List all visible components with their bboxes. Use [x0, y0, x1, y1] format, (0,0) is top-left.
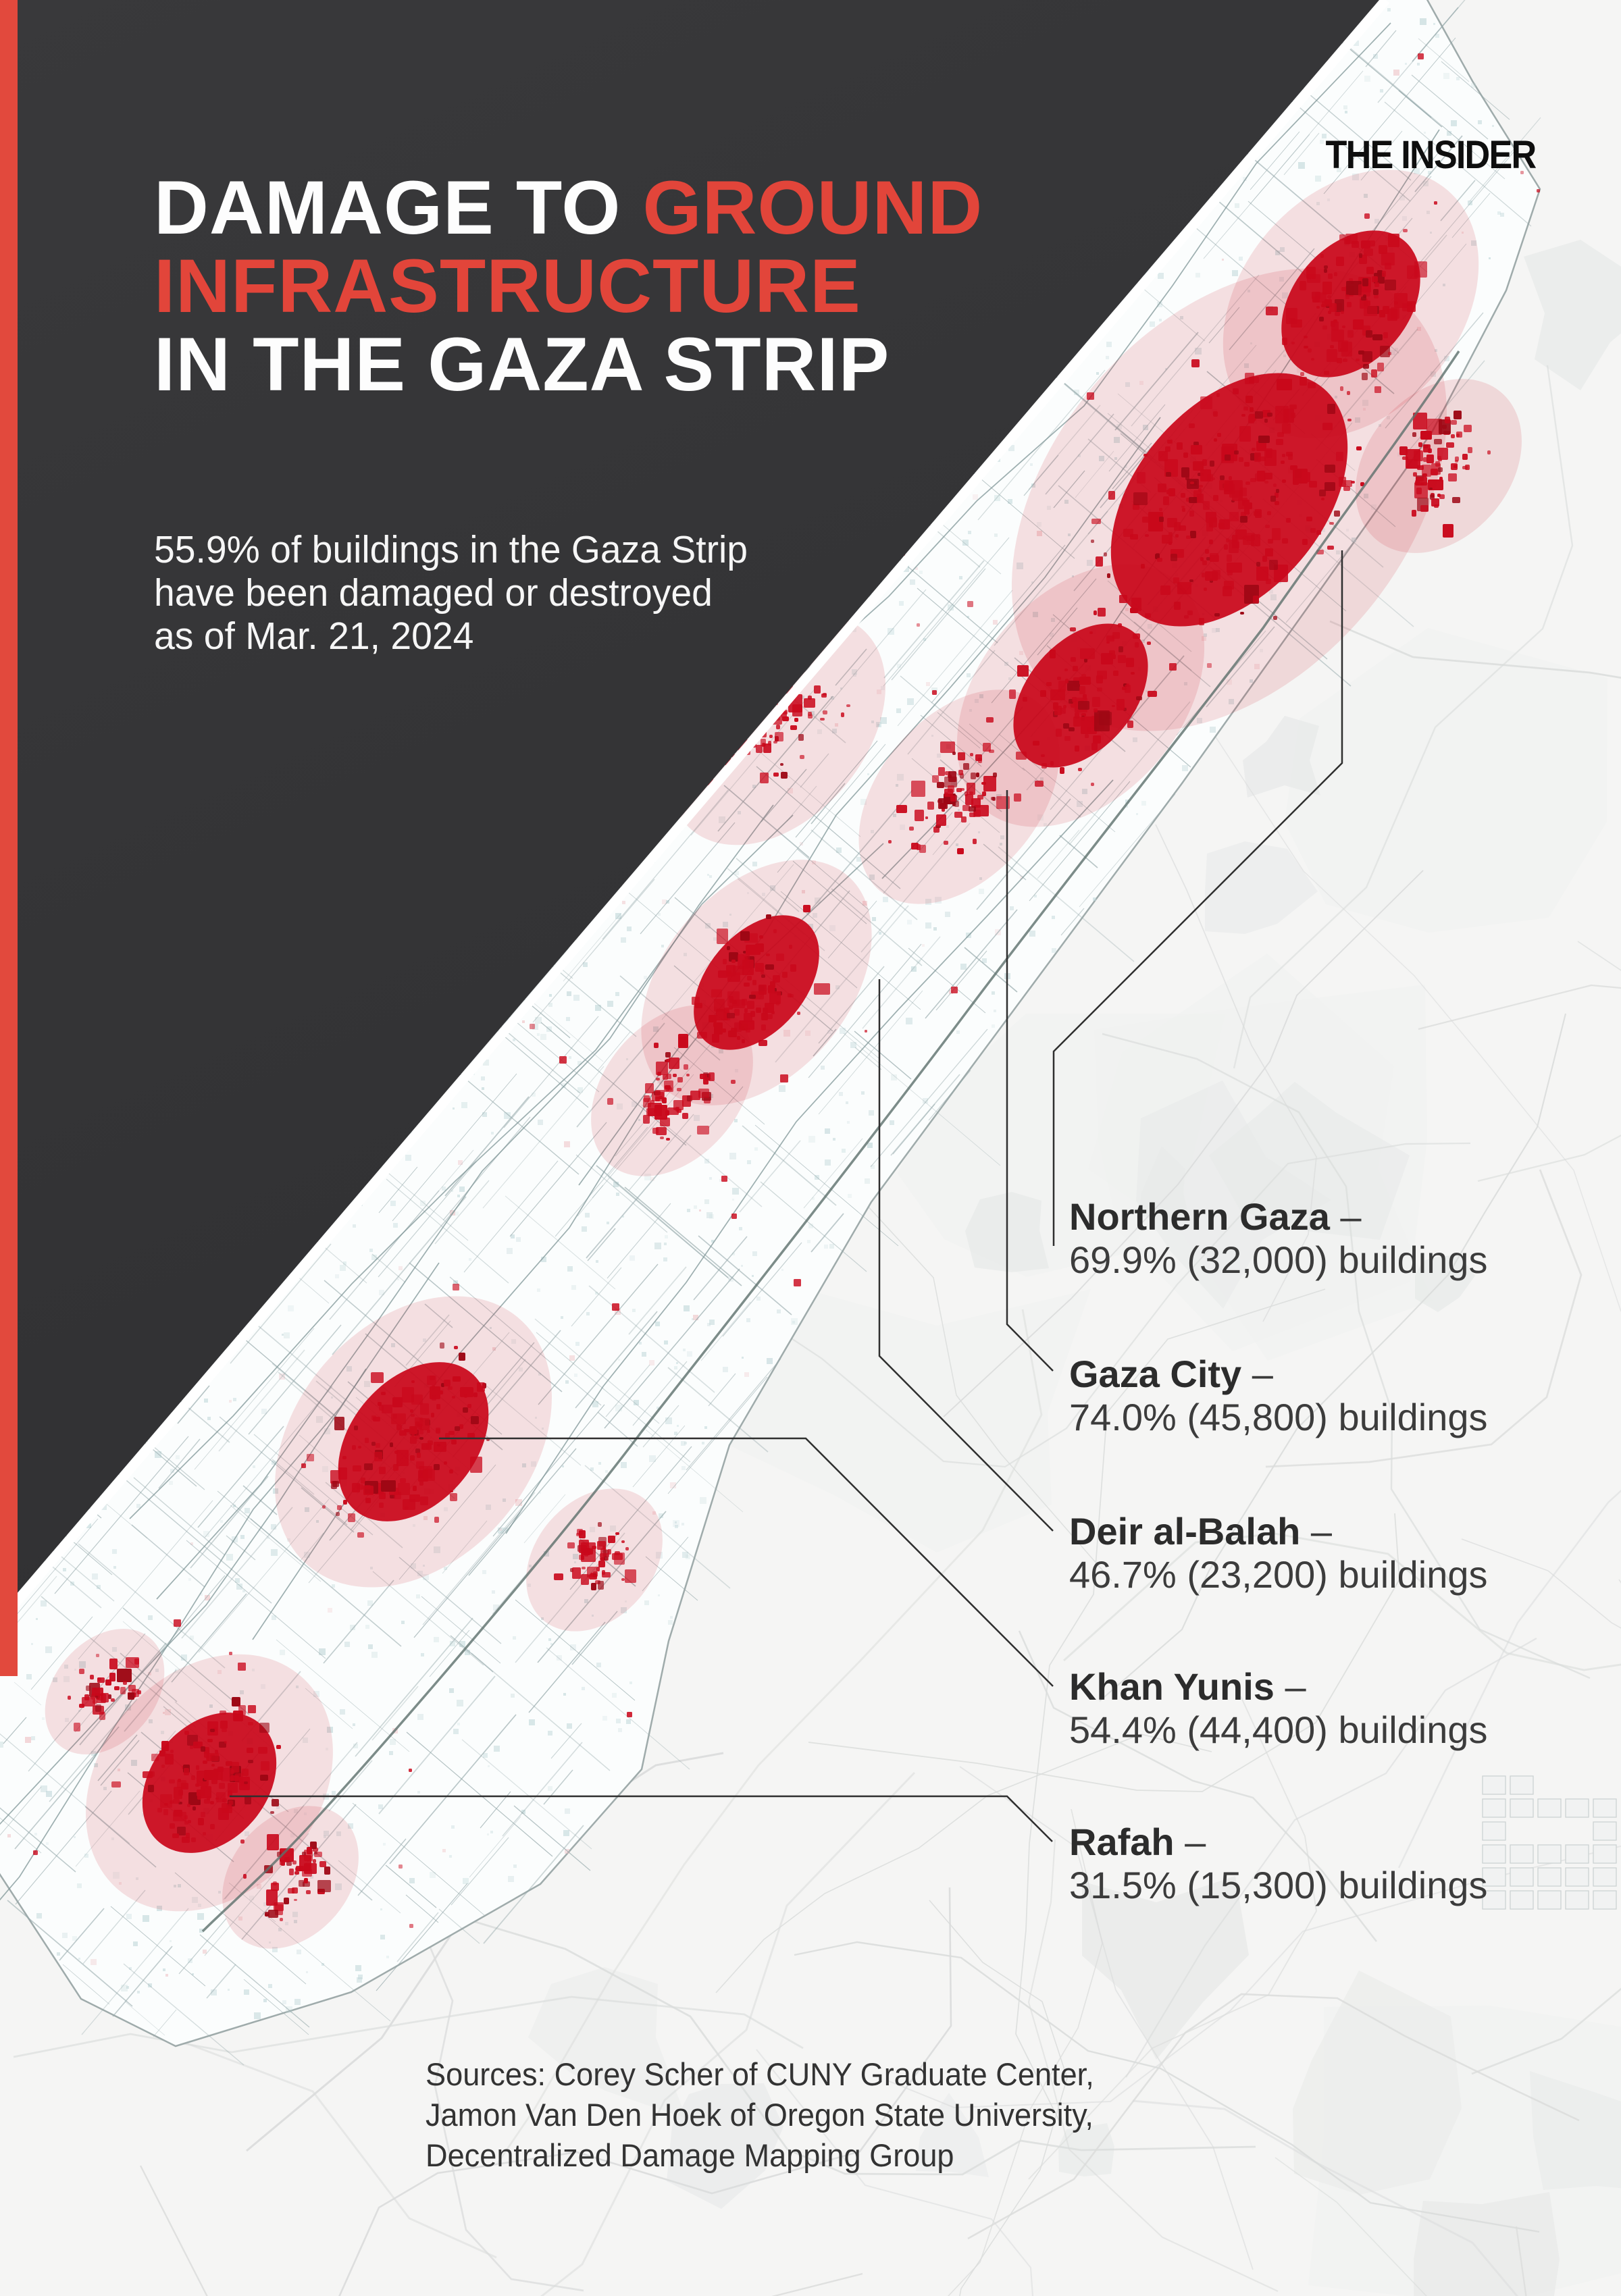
subtitle: 55.9% of buildings in the Gaza Strip hav…: [154, 528, 748, 658]
subtitle-line: as of Mar. 21, 2024: [154, 615, 474, 658]
region-label-deir-al-balah: Deir al-Balah – 46.7% (23,200) buildings: [1069, 1510, 1488, 1596]
sources-line: Decentralized Damage Mapping Group: [426, 2137, 954, 2173]
region-label-gaza-city: Gaza City – 74.0% (45,800) buildings: [1069, 1353, 1488, 1439]
leader-rafah: [230, 1795, 1053, 1842]
region-stat: 54.4% (44,400) buildings: [1069, 1708, 1488, 1751]
region-name: Rafah –: [1069, 1821, 1206, 1863]
subtitle-line: 55.9% of buildings in the Gaza Strip: [154, 528, 748, 571]
region-label-northern-gaza: Northern Gaza – 69.9% (32,000) buildings: [1069, 1195, 1488, 1282]
brand-logo: THE INSIDER: [1325, 133, 1537, 177]
damage-clusters: [1, 53, 1540, 1949]
region-name: Gaza City –: [1069, 1353, 1273, 1395]
region-name: Deir al-Balah –: [1069, 1510, 1333, 1553]
sources-line: Jamon Van Den Hoek of Oregon State Unive…: [426, 2097, 1093, 2133]
title-line-2: INFRASTRUCTURE: [154, 244, 861, 328]
page-title: DAMAGE TO GROUND INFRASTRUCTURE IN THE G…: [154, 169, 983, 404]
region-label-khan-yunis: Khan Yunis – 54.4% (44,400) buildings: [1069, 1665, 1488, 1752]
region-stat: 69.9% (32,000) buildings: [1069, 1238, 1488, 1281]
coastline: [0, 0, 1390, 1625]
leader-khan-yunis: [439, 1437, 1054, 1687]
sources-line: Sources: Corey Scher of CUNY Graduate Ce…: [426, 2056, 1094, 2092]
sources-note: Sources: Corey Scher of CUNY Graduate Ce…: [426, 2054, 1094, 2176]
title-line-3: IN THE GAZA STRIP: [154, 322, 890, 407]
region-label-rafah: Rafah – 31.5% (15,300) buildings: [1069, 1821, 1488, 1907]
region-name: Northern Gaza –: [1069, 1195, 1362, 1238]
red-accent-stripe: [0, 0, 18, 1676]
title-line-1: DAMAGE TO GROUND: [154, 165, 983, 250]
salah-al-din-road: [201, 350, 1460, 1933]
leader-gaza-city: [1006, 790, 1054, 1372]
region-name: Khan Yunis –: [1069, 1665, 1306, 1708]
surrounding-land-roads: [13, 240, 1621, 2296]
subtitle-line: have been damaged or destroyed: [154, 571, 713, 615]
strip-speckle-texture: [0, 8, 1504, 2019]
region-stat: 46.7% (23,200) buildings: [1069, 1553, 1488, 1596]
label-leader-lines: [230, 550, 1343, 1842]
region-stat: 31.5% (15,300) buildings: [1069, 1864, 1488, 1906]
leader-northern-gaza: [1052, 550, 1343, 1246]
leader-deir-al-balah: [878, 979, 1054, 1532]
region-stat: 74.0% (45,800) buildings: [1069, 1396, 1488, 1438]
